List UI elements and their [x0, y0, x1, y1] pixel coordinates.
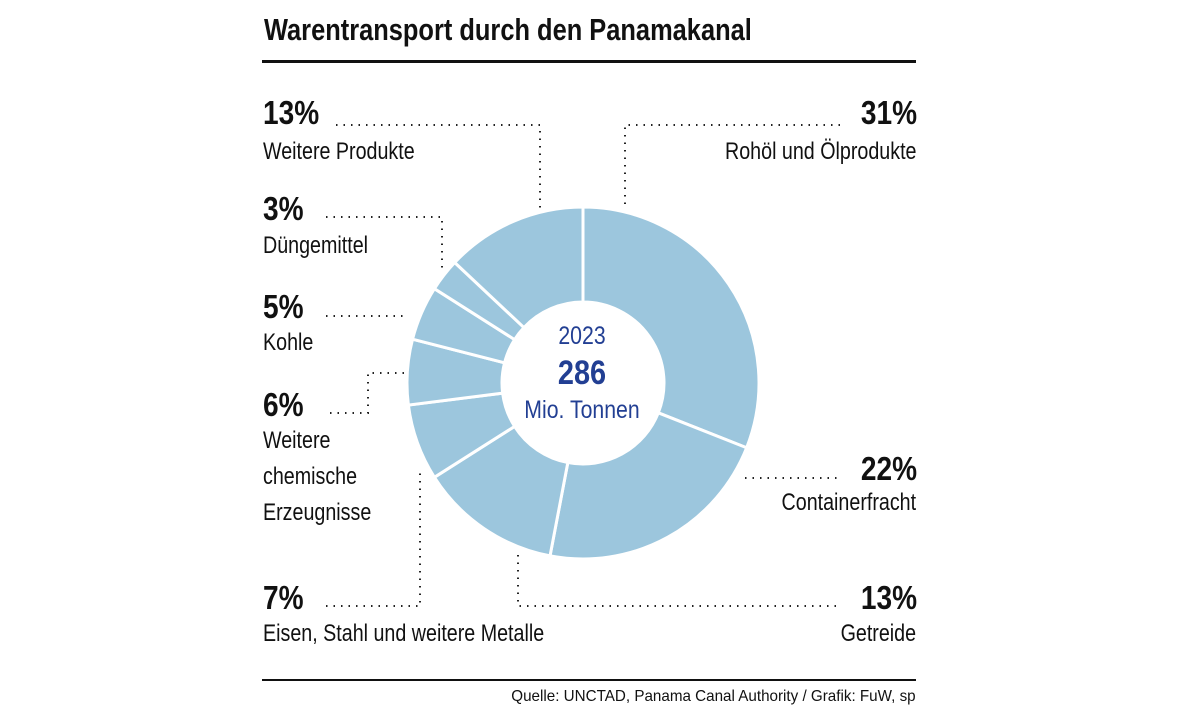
- label-getreide: Getreide: [840, 620, 916, 647]
- leader-lines: [326, 124, 840, 607]
- pct-container: 22%: [860, 450, 917, 487]
- leader-chemie: [330, 372, 405, 414]
- leader-getreide: [517, 555, 840, 607]
- pct-eisen: 7%: [263, 579, 304, 616]
- center-total: 286: [557, 354, 607, 392]
- label-chemie: Weitere chemische Erzeugnisse: [263, 427, 372, 526]
- label-container: Containerfracht: [781, 489, 916, 516]
- pct-kohle: 5%: [263, 288, 304, 325]
- slice-rohöl-und-ölprodukte: [581, 205, 761, 450]
- pct-getreide: 13%: [860, 579, 917, 616]
- label-rohoel: Rohöl und Ölprodukte: [724, 138, 916, 165]
- footer-rule: [262, 679, 916, 681]
- pct-weitere-produkte: 13%: [263, 94, 320, 131]
- slice-weitere-produkte: [452, 205, 585, 330]
- leader-duengemittel: [326, 216, 443, 268]
- pct-chemie: 6%: [263, 386, 304, 423]
- label-duengemittel: Düngemittel: [263, 232, 369, 259]
- chart-title: Warentransport durch den Panamakanal: [264, 12, 752, 47]
- source-note: Quelle: UNCTAD, Panama Canal Authority /…: [511, 688, 916, 705]
- pct-rohoel: 31%: [860, 94, 917, 131]
- label-weitere-produkte: Weitere Produkte: [263, 138, 415, 165]
- label-eisen: Eisen, Stahl und weitere Metalle: [263, 620, 545, 647]
- label-kohle: Kohle: [263, 329, 314, 356]
- leader-weitere-produkte: [336, 124, 541, 210]
- slice-getreide: [432, 424, 570, 558]
- center-unit: Mio. Tonnen: [524, 396, 640, 424]
- title-rule: [262, 60, 916, 63]
- slice-containerfracht: [548, 410, 749, 561]
- pct-duengemittel: 3%: [263, 190, 304, 227]
- leader-eisen: [326, 470, 421, 607]
- center-year: 2023: [558, 322, 606, 350]
